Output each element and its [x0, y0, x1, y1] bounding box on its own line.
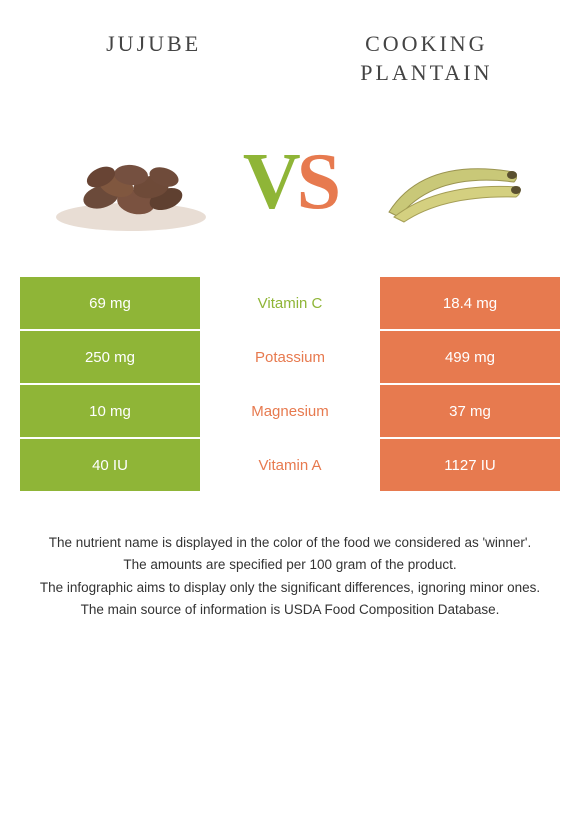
footer-line: The infographic aims to display only the…: [30, 578, 550, 598]
footer-line: The nutrient name is displayed in the co…: [30, 533, 550, 553]
left-food-image: [30, 117, 233, 247]
right-food-title: COOKING PLANTAIN: [313, 30, 540, 87]
right-food-image: [347, 117, 550, 247]
table-row: 10 mg Magnesium 37 mg: [20, 385, 560, 439]
left-value: 40 IU: [20, 439, 200, 491]
vs-label: VS: [243, 142, 337, 222]
right-value: 499 mg: [380, 331, 560, 383]
nutrient-table: 69 mg Vitamin C 18.4 mg 250 mg Potassium…: [20, 277, 560, 493]
table-row: 69 mg Vitamin C 18.4 mg: [20, 277, 560, 331]
image-vs-row: VS: [0, 97, 580, 277]
vs-v: V: [243, 138, 297, 226]
right-value: 1127 IU: [380, 439, 560, 491]
nutrient-label: Vitamin C: [200, 277, 380, 329]
vs-s: S: [297, 138, 338, 226]
footer-notes: The nutrient name is displayed in the co…: [0, 493, 580, 620]
table-row: 40 IU Vitamin A 1127 IU: [20, 439, 560, 493]
right-value: 37 mg: [380, 385, 560, 437]
nutrient-label: Potassium: [200, 331, 380, 383]
table-row: 250 mg Potassium 499 mg: [20, 331, 560, 385]
nutrient-label: Magnesium: [200, 385, 380, 437]
left-value: 10 mg: [20, 385, 200, 437]
footer-line: The amounts are specified per 100 gram o…: [30, 555, 550, 575]
left-food-title: JUJUBE: [40, 30, 267, 87]
footer-line: The main source of information is USDA F…: [30, 600, 550, 620]
left-value: 250 mg: [20, 331, 200, 383]
right-value: 18.4 mg: [380, 277, 560, 329]
header-row: JUJUBE COOKING PLANTAIN: [0, 0, 580, 97]
nutrient-label: Vitamin A: [200, 439, 380, 491]
left-value: 69 mg: [20, 277, 200, 329]
